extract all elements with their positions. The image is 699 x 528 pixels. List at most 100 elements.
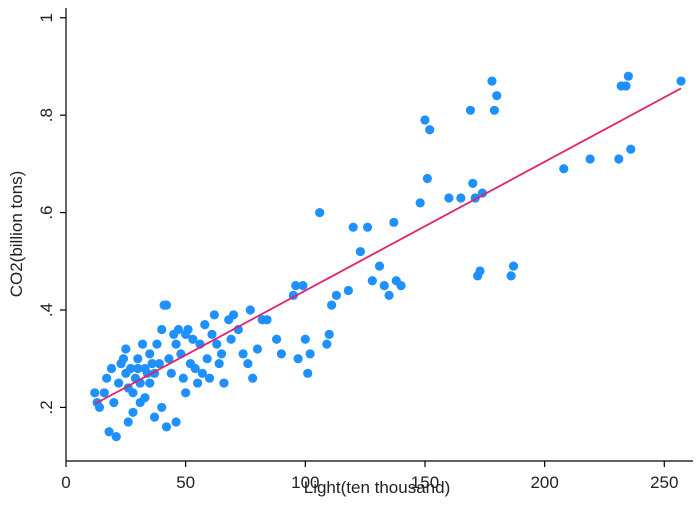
data-point <box>238 349 248 359</box>
x-tick-label: 250 <box>650 473 678 492</box>
y-tick-label: .4 <box>37 303 56 317</box>
data-point <box>171 339 181 349</box>
data-point <box>276 349 286 359</box>
data-point <box>178 373 188 383</box>
y-tick-label: .8 <box>37 108 56 122</box>
data-point <box>204 373 215 383</box>
data-point <box>109 397 119 408</box>
data-point <box>396 281 406 291</box>
data-point <box>508 261 519 271</box>
data-point <box>315 207 325 218</box>
data-point <box>444 193 454 203</box>
data-point <box>209 310 219 320</box>
data-point <box>193 378 203 388</box>
data-point <box>145 378 155 388</box>
data-point <box>128 388 138 398</box>
data-point <box>188 334 198 344</box>
data-point <box>173 324 184 335</box>
data-point <box>492 91 502 101</box>
data-point <box>118 354 129 364</box>
data-point <box>114 378 124 388</box>
data-point <box>487 76 497 86</box>
data-point <box>133 363 143 374</box>
y-axis-title: CO2(billion tons) <box>7 171 26 298</box>
data-point <box>298 281 308 291</box>
data-point <box>137 339 148 349</box>
data-point <box>181 388 191 398</box>
data-point <box>171 417 181 427</box>
data-point <box>559 164 569 174</box>
data-point <box>475 266 485 276</box>
fit-line <box>94 87 682 405</box>
data-point <box>183 324 193 335</box>
data-point <box>166 368 176 378</box>
data-point <box>305 349 315 359</box>
data-point <box>252 344 263 354</box>
data-point <box>456 193 466 203</box>
data-point <box>477 188 488 198</box>
data-point <box>465 105 476 115</box>
y-tick-label: 1 <box>37 13 56 22</box>
x-tick-label: 100 <box>291 473 319 492</box>
data-point <box>190 363 200 374</box>
data-point <box>389 217 399 227</box>
data-point <box>202 354 212 364</box>
data-point <box>157 324 167 335</box>
data-point <box>362 222 373 232</box>
data-point <box>343 285 353 296</box>
data-point <box>621 81 631 91</box>
data-point <box>300 334 310 344</box>
y-ticks: .2 .4 .6 .8 1 <box>37 13 66 415</box>
data-point <box>212 339 222 349</box>
data-point <box>154 358 164 369</box>
data-point <box>99 388 109 398</box>
data-point <box>126 363 136 374</box>
data-point <box>207 329 217 339</box>
data-points <box>90 71 686 442</box>
data-point <box>164 354 174 364</box>
x-tick-label: 0 <box>61 473 70 492</box>
x-axis-title: Light(ten thousand) <box>304 478 451 497</box>
data-point <box>425 125 435 135</box>
data-point <box>104 427 114 437</box>
data-point <box>216 349 227 359</box>
data-point <box>506 271 516 281</box>
data-point <box>133 354 143 364</box>
data-point <box>293 354 303 364</box>
data-point <box>331 290 342 300</box>
data-point <box>489 105 499 115</box>
data-point <box>102 373 112 383</box>
data-point <box>248 373 258 383</box>
fit-line-group <box>94 87 682 405</box>
data-point <box>422 173 432 184</box>
data-point <box>149 412 160 422</box>
data-point <box>420 115 430 125</box>
data-point <box>614 154 624 164</box>
data-point <box>322 339 332 349</box>
data-point <box>128 407 138 417</box>
data-point <box>374 261 385 271</box>
data-point <box>228 310 239 320</box>
data-point <box>415 198 425 208</box>
data-point <box>245 305 255 315</box>
data-point <box>271 334 282 344</box>
data-point <box>626 144 636 154</box>
data-point <box>324 329 334 339</box>
data-point <box>106 363 117 374</box>
data-point <box>243 358 253 369</box>
data-point <box>123 417 133 427</box>
data-point <box>161 300 172 310</box>
data-point <box>94 402 105 413</box>
data-point <box>291 281 301 291</box>
data-point <box>152 339 162 349</box>
data-point <box>142 368 152 378</box>
data-point <box>219 378 229 388</box>
data-point <box>111 432 121 442</box>
x-tick-label: 200 <box>530 473 558 492</box>
data-point <box>676 76 686 86</box>
data-point <box>379 281 389 291</box>
y-tick-label: .2 <box>37 400 56 414</box>
data-point <box>303 368 313 378</box>
data-point <box>140 393 150 403</box>
